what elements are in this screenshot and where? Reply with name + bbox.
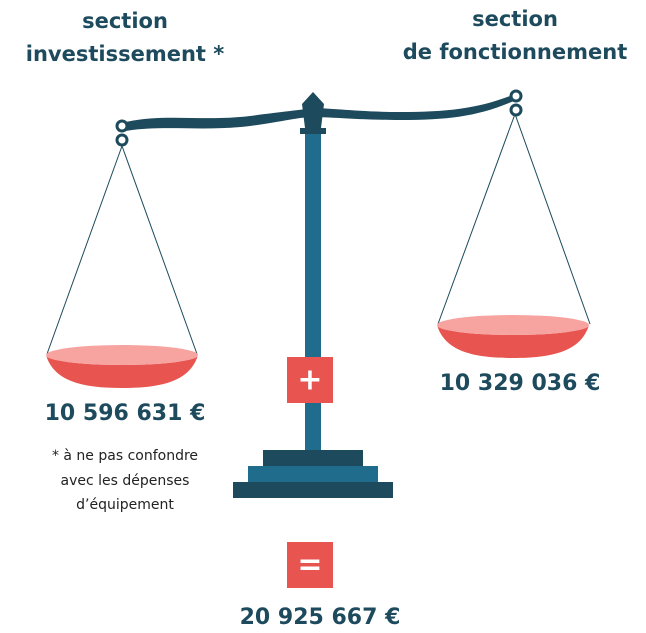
- beam-ornament: [302, 92, 324, 128]
- base-step: [248, 466, 378, 482]
- footnote: d’équipement: [76, 497, 174, 513]
- footnote: * à ne pas confondre: [52, 448, 198, 464]
- right-amount: 10 329 036 €: [440, 371, 601, 396]
- base-step: [233, 482, 393, 498]
- base-step: [263, 450, 363, 466]
- total: 20 925 667 €: [240, 605, 401, 630]
- right-heading: de fonctionnement: [403, 40, 627, 64]
- left-pan: [46, 355, 198, 388]
- pole: [305, 128, 321, 452]
- left-pan-top: [46, 345, 198, 365]
- plus-box: [287, 357, 333, 403]
- strings: [46, 113, 591, 355]
- right-pan-top: [437, 315, 589, 335]
- collar: [300, 128, 326, 134]
- hooks: [115, 89, 523, 147]
- plus: +: [297, 363, 322, 398]
- equals-box: [287, 542, 333, 588]
- left-heading: investissement *: [26, 42, 224, 66]
- left-amount: 10 596 631 €: [45, 401, 206, 426]
- footnote: avec les dépenses: [61, 473, 190, 489]
- right-heading: section: [472, 7, 558, 31]
- left-heading: section: [82, 9, 168, 33]
- right-pan: [437, 325, 589, 358]
- equals: =: [297, 548, 322, 583]
